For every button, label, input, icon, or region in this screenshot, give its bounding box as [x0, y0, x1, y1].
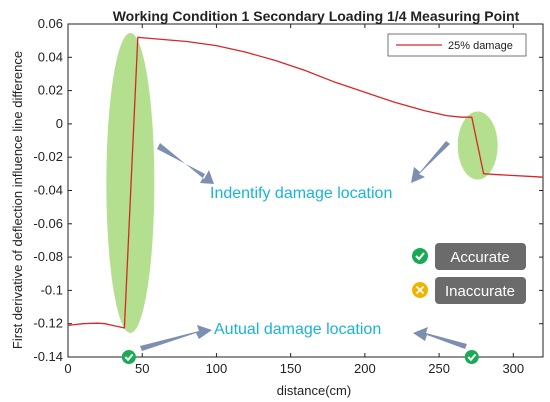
y-tick-label: -0.08	[33, 249, 63, 264]
y-tick-label: -0.04	[33, 183, 63, 198]
x-tick-label: 0	[64, 361, 71, 376]
annotation-identify-damage-location: Indentify damage location	[210, 185, 392, 202]
y-tick-label: -0.02	[33, 149, 63, 164]
x-tick-label: 250	[428, 361, 450, 376]
y-tick-label: 0.04	[38, 49, 63, 64]
chart-title: Working Condition 1 Secondary Loading 1/…	[113, 8, 520, 24]
inaccurate-badge-label: Inaccurate	[445, 283, 515, 300]
arrow-actual-left	[140, 325, 212, 351]
accurate-badge: Accurate	[412, 243, 526, 270]
legend-box	[387, 33, 527, 57]
plot-axes: 0 50 100 150 200 250 300 0.06 0.04 0.02 0 -0.02 -0.0…	[33, 16, 544, 376]
x-axis-label: distance(cm)	[277, 383, 351, 398]
y-tick-label: 0	[56, 116, 63, 131]
series-layer	[67, 36, 544, 329]
check-icon-actual-right	[464, 350, 479, 364]
y-tick-label: 0.02	[38, 83, 63, 98]
accurate-badge-label: Accurate	[450, 249, 509, 266]
x-tick-label: 150	[280, 361, 302, 376]
legend-entry-label: 25% damage	[448, 40, 513, 52]
legend: 25% damage	[387, 33, 527, 57]
y-tick-label: 0.06	[38, 16, 63, 31]
inaccurate-badge: Inaccurate	[412, 277, 526, 304]
series-line-25-damage	[67, 36, 544, 329]
check-icon-actual-left	[121, 350, 136, 364]
x-tick-label: 300	[502, 361, 524, 376]
x-tick-label: 50	[135, 361, 149, 376]
check-icon	[412, 248, 428, 264]
arrow-actual-right	[413, 327, 467, 349]
actual-damage-markers	[121, 350, 479, 364]
checkmark-icon	[467, 353, 477, 362]
x-tick-label: 200	[354, 361, 376, 376]
annotation-actual-damage-location: Autual damage location	[214, 321, 381, 338]
x-mark-icon	[415, 285, 425, 295]
y-axis-label: First derivative of deflection influence…	[10, 51, 25, 349]
inaccurate-badge-box	[435, 277, 526, 304]
accurate-badge-box	[435, 243, 526, 270]
checkmark-icon	[124, 353, 134, 362]
annotation-arrows	[140, 141, 467, 351]
checkmark-icon	[415, 252, 425, 261]
y-tick-label: -0.06	[33, 216, 63, 231]
y-tick-label: -0.12	[33, 316, 63, 331]
highlight-ellipse-left	[106, 33, 155, 334]
arrow-identify-right	[411, 141, 450, 183]
y-tick-label: -0.1	[41, 282, 63, 297]
y-tick-label: -0.14	[33, 349, 63, 364]
arrow-identify-left	[157, 143, 214, 184]
x-tick-label: 100	[206, 361, 228, 376]
